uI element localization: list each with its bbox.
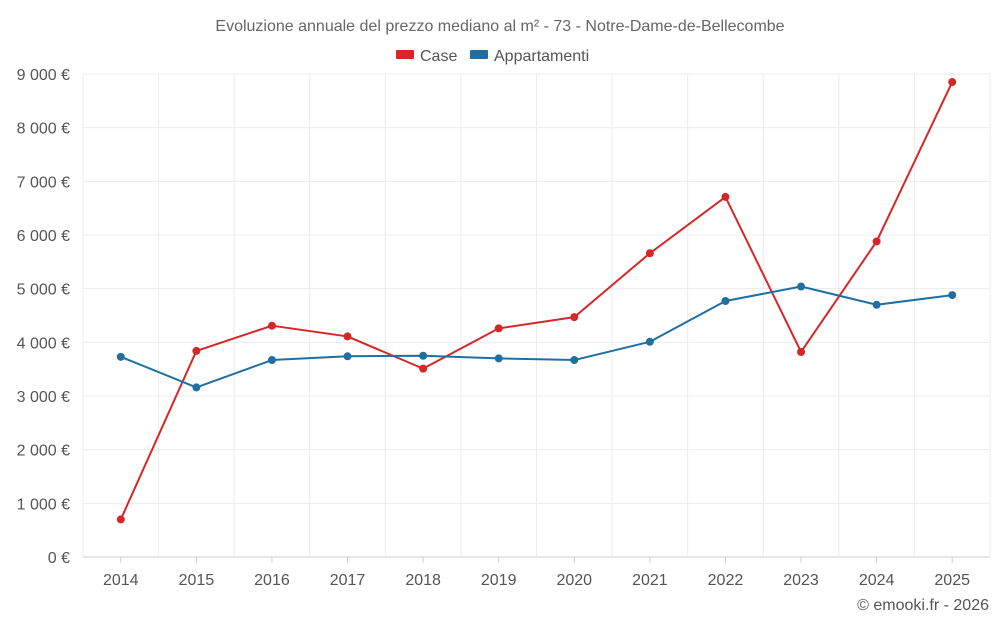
- x-tick-label: 2014: [103, 572, 139, 589]
- data-point-case[interactable]: [267, 321, 276, 330]
- y-tick-label: 9 000 €: [17, 67, 70, 84]
- data-point-appartamenti[interactable]: [343, 352, 352, 361]
- x-tick-label: 2018: [405, 572, 441, 589]
- legend-swatch-appartamenti: [470, 50, 488, 59]
- data-point-appartamenti[interactable]: [797, 282, 806, 291]
- data-point-case[interactable]: [797, 347, 806, 356]
- x-tick-label: 2022: [708, 572, 744, 589]
- series-line-appartamenti: [120, 285, 953, 389]
- legend-swatch-case: [396, 50, 414, 59]
- data-point-case[interactable]: [570, 313, 579, 322]
- chart-title: Evoluzione annuale del prezzo mediano al…: [215, 18, 784, 35]
- y-tick-label: 4 000 €: [17, 335, 70, 352]
- x-tick-label: 2021: [632, 572, 668, 589]
- data-point-appartamenti[interactable]: [419, 351, 428, 360]
- y-tick-label: 3 000 €: [17, 389, 70, 406]
- grid: [82, 73, 991, 558]
- legend: Case Appartamenti: [396, 48, 589, 65]
- data-point-case[interactable]: [948, 78, 957, 87]
- x-tick-label: 2024: [859, 572, 895, 589]
- y-tick-label: 6 000 €: [17, 228, 70, 245]
- x-tick-label: 2019: [481, 572, 517, 589]
- data-point-appartamenti[interactable]: [116, 352, 125, 361]
- data-point-appartamenti[interactable]: [721, 297, 730, 306]
- x-tick-label: 2023: [783, 572, 819, 589]
- legend-label-case[interactable]: Case: [420, 48, 457, 65]
- y-tick-label: 1 000 €: [17, 496, 70, 513]
- data-point-case[interactable]: [494, 324, 503, 333]
- data-point-case[interactable]: [645, 249, 654, 258]
- series-line-case: [119, 81, 954, 520]
- x-tick-label: 2020: [556, 572, 592, 589]
- x-tick-label: 2017: [330, 572, 366, 589]
- data-point-appartamenti[interactable]: [948, 291, 957, 300]
- data-point-case[interactable]: [343, 332, 352, 341]
- legend-label-appartamenti[interactable]: Appartamenti: [494, 48, 589, 65]
- y-tick-label: 5 000 €: [17, 282, 70, 299]
- y-tick-label: 0 €: [48, 550, 70, 567]
- y-tick-label: 2 000 €: [17, 443, 70, 460]
- x-axis-ticks: 2014 2015 2016 2017 2018 2019 2020 2021 2022 2023…: [103, 557, 970, 589]
- y-tick-label: 7 000 €: [17, 174, 70, 191]
- data-point-case[interactable]: [872, 237, 881, 246]
- data-point-appartamenti[interactable]: [872, 300, 881, 309]
- y-tick-label: 8 000 €: [17, 121, 70, 138]
- data-point-case[interactable]: [721, 192, 730, 201]
- x-tick-label: 2016: [254, 572, 290, 589]
- series: [116, 78, 957, 524]
- data-point-appartamenti[interactable]: [192, 383, 201, 392]
- data-point-case[interactable]: [116, 515, 125, 524]
- y-axis-ticks: 0 € 1 000 € 2 000 € 3 000 € 4 000 € 5 000 € 6 …: [17, 67, 70, 567]
- data-point-appartamenti[interactable]: [570, 356, 579, 365]
- data-point-case[interactable]: [419, 364, 428, 373]
- data-point-appartamenti[interactable]: [494, 354, 503, 363]
- data-point-appartamenti[interactable]: [645, 337, 654, 346]
- data-point-case[interactable]: [192, 346, 201, 355]
- data-point-appartamenti[interactable]: [267, 356, 276, 365]
- chart-credit: © emooki.fr - 2026: [857, 597, 989, 614]
- x-tick-label: 2015: [179, 572, 215, 589]
- x-tick-label: 2025: [934, 572, 970, 589]
